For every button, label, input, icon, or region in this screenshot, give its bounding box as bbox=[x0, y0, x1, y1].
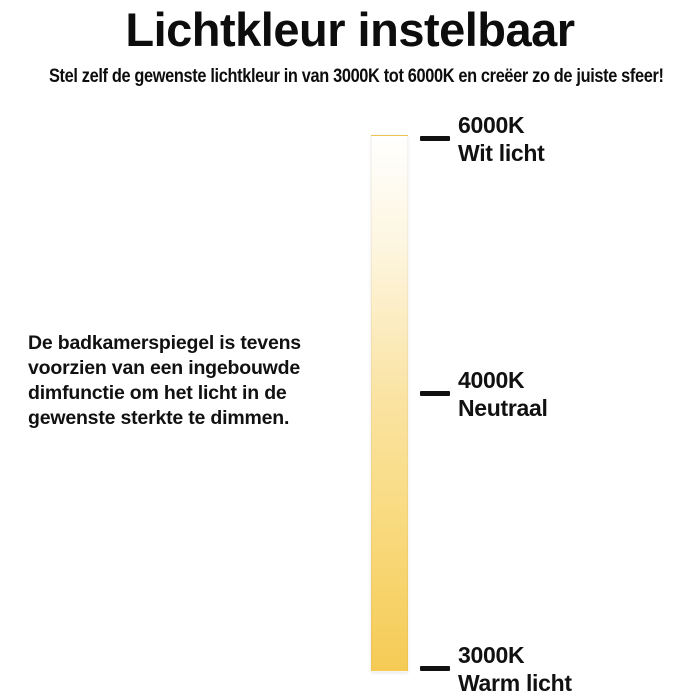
color-temperature-gradient-bar bbox=[371, 135, 408, 672]
scale-stop-4000k: 4000K Neutraal bbox=[420, 366, 680, 426]
tick-mark-6000k bbox=[420, 136, 450, 141]
kelvin-value-4000k: 4000K bbox=[458, 367, 525, 393]
page-title: Lichtkleur instelbaar bbox=[125, 3, 575, 56]
kelvin-value-6000k: 6000K bbox=[458, 112, 525, 138]
scale-stop-3000k: 3000K Warm licht bbox=[420, 641, 680, 700]
page-subtitle: Stel zelf de gewenste lichtkleur in van … bbox=[49, 66, 664, 87]
kelvin-value-3000k: 3000K bbox=[458, 642, 525, 668]
stop-label-wit-licht: Wit licht bbox=[458, 140, 545, 166]
scale-stop-text: 3000K Warm licht bbox=[458, 641, 572, 697]
tick-mark-3000k bbox=[420, 666, 450, 671]
dim-function-description: De badkamerspiegel is tevens voorzien va… bbox=[28, 332, 301, 429]
stop-label-warm-licht: Warm licht bbox=[458, 670, 572, 696]
tick-mark-4000k bbox=[420, 391, 450, 396]
scale-stop-text: 4000K Neutraal bbox=[458, 366, 548, 422]
stop-label-neutraal: Neutraal bbox=[458, 395, 548, 421]
scale-stop-text: 6000K Wit licht bbox=[458, 111, 545, 167]
scale-stop-6000k: 6000K Wit licht bbox=[420, 111, 680, 171]
